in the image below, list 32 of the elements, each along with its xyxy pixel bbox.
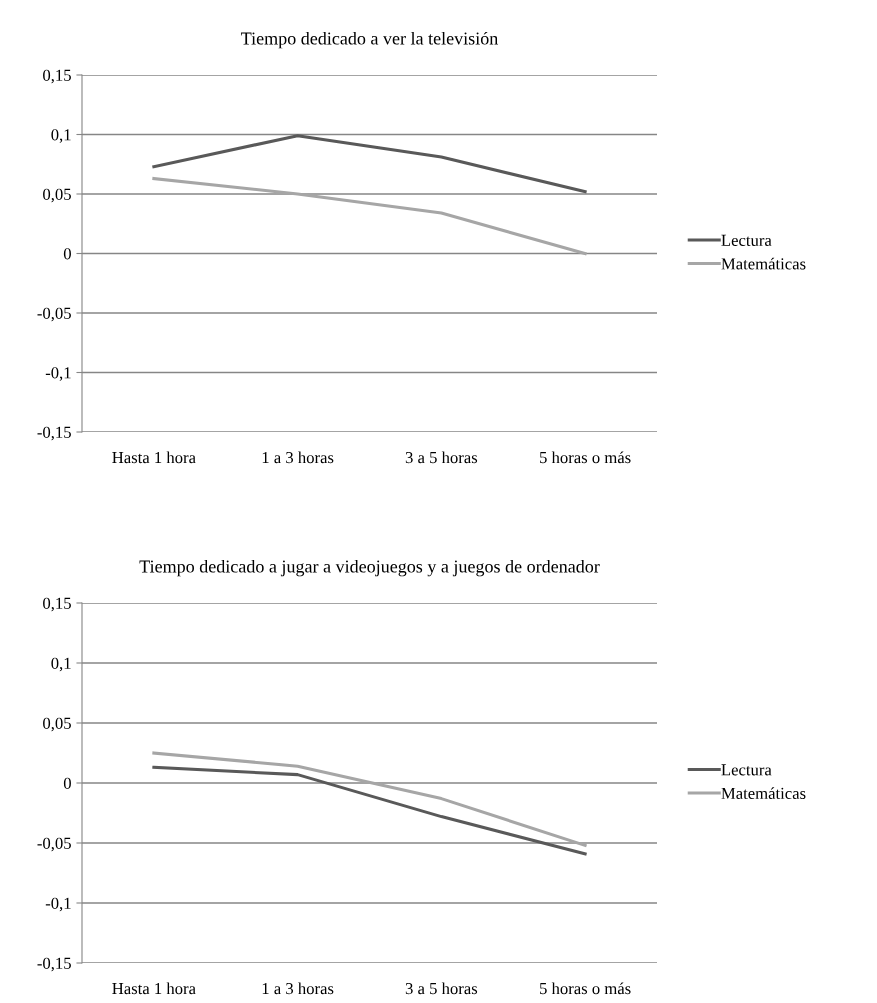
y-tick-label: -0,05 bbox=[37, 837, 71, 852]
chart-title: Tiempo dedicado a ver la televisión bbox=[241, 31, 499, 49]
line-series bbox=[152, 765, 587, 856]
y-tick-label: -0,05 bbox=[37, 307, 71, 322]
y-tick-label: -0,1 bbox=[45, 367, 71, 381]
x-tick-label: 5 horas o más bbox=[540, 982, 631, 995]
y-tick-label: 0,05 bbox=[43, 188, 71, 203]
line-series bbox=[152, 134, 587, 194]
legend-label: Matemáticas bbox=[721, 787, 806, 799]
x-tick-label: 3 a 5 horas bbox=[405, 451, 478, 464]
x-tick-label: Hasta 1 hora bbox=[112, 451, 196, 464]
y-tick-label: 0,05 bbox=[43, 717, 71, 732]
y-tick-label: 0 bbox=[63, 777, 71, 789]
y-tick-label: 0 bbox=[63, 248, 71, 260]
legend-label: Lectura bbox=[721, 764, 772, 776]
y-tick-label: 0,15 bbox=[43, 69, 71, 84]
x-tick-label: 1 a 3 horas bbox=[262, 451, 334, 464]
x-tick-label: 3 a 5 horas bbox=[405, 982, 478, 995]
chart-title: Tiempo dedicado a jugar a videojuegos y a juegos de ordenador bbox=[139, 559, 600, 577]
y-tick-label: -0,15 bbox=[37, 426, 71, 441]
y-tick-label: 0,15 bbox=[43, 597, 71, 612]
y-tick-label: -0,1 bbox=[45, 897, 71, 912]
y-tick-label: 0,1 bbox=[51, 129, 71, 143]
x-tick-label: 1 a 3 horas bbox=[262, 982, 334, 995]
legend-label: Lectura bbox=[721, 234, 772, 246]
y-tick-label: 0,1 bbox=[51, 657, 71, 672]
x-tick-label: Hasta 1 hora bbox=[112, 982, 196, 995]
legend-label: Matemáticas bbox=[721, 257, 806, 270]
y-tick-label: -0,15 bbox=[37, 957, 71, 972]
line-series bbox=[152, 177, 587, 256]
x-tick-label: 5 horas o más bbox=[540, 451, 631, 464]
line-series bbox=[152, 751, 587, 847]
